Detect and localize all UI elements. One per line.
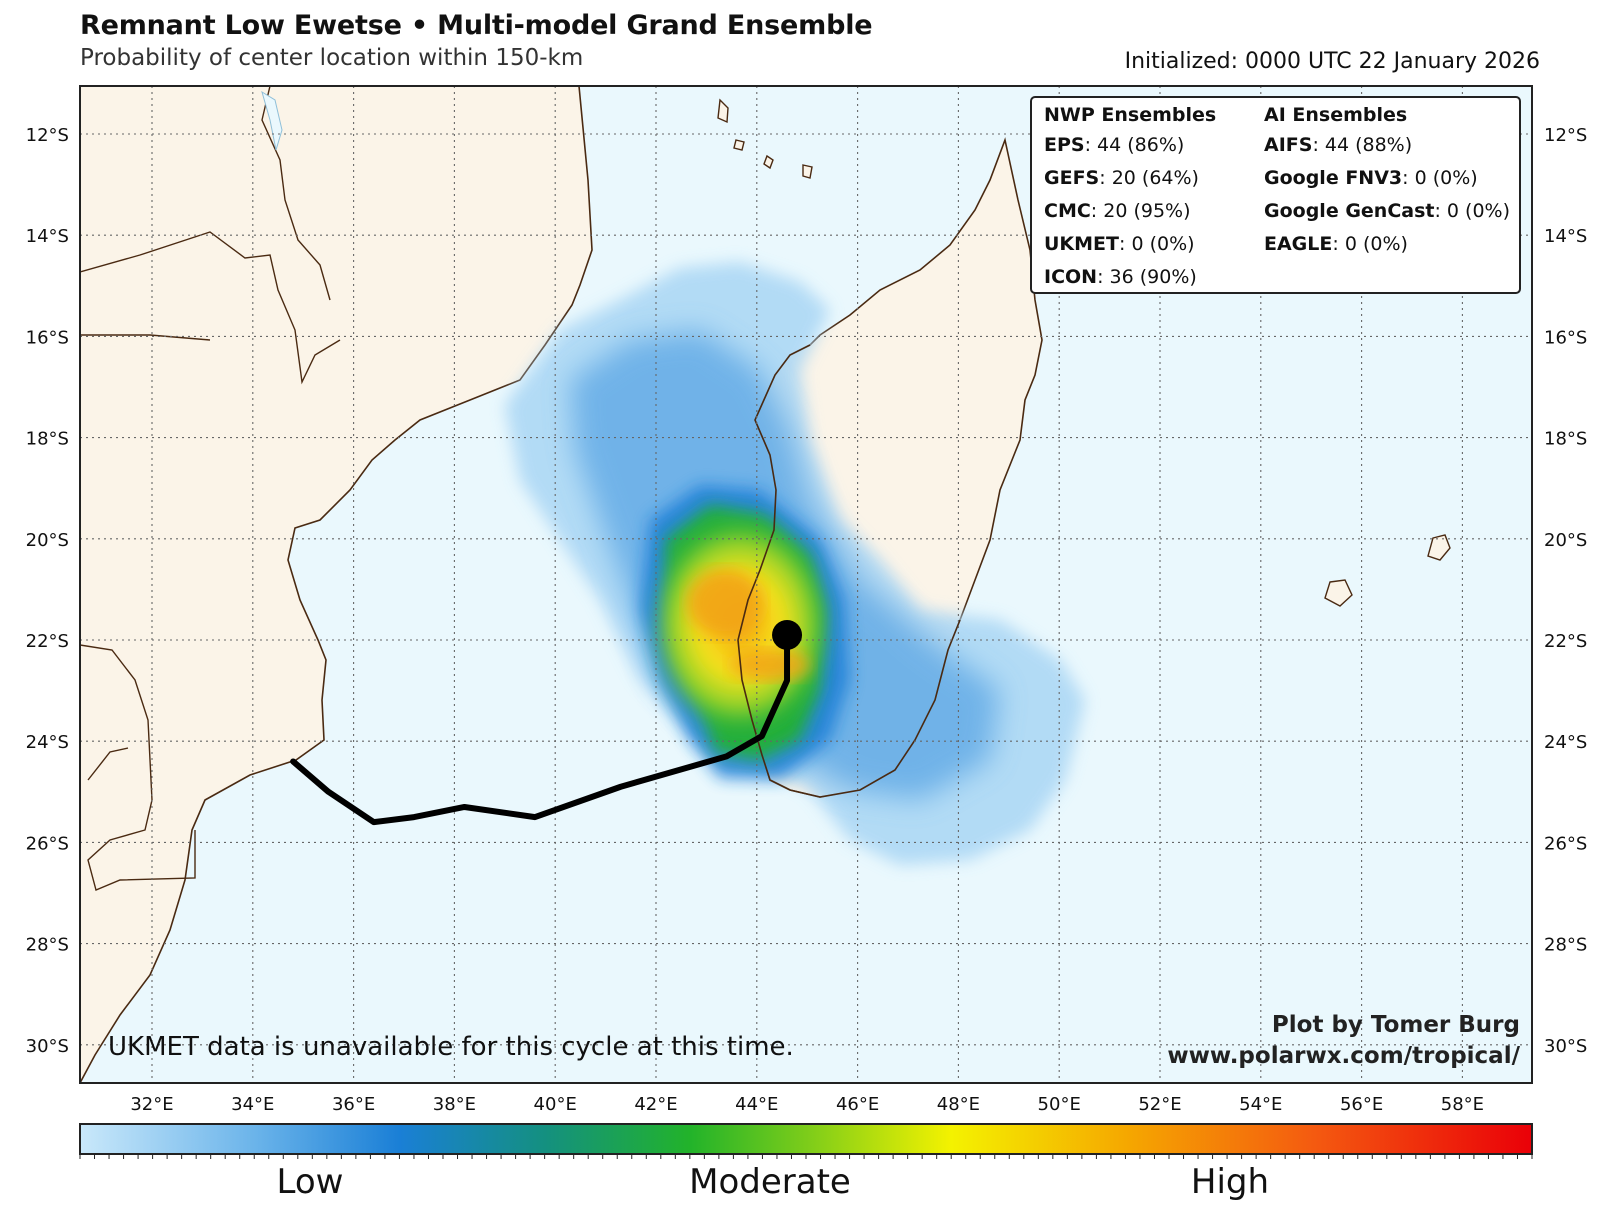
legend-value: : 20 (95%) (1090, 200, 1191, 222)
latitude-label: 22°S (1544, 631, 1587, 652)
ai-ensembles-title: AI Ensembles (1264, 104, 1408, 126)
longitude-label: 58°E (1441, 1094, 1484, 1115)
latitude-label: 12°S (1544, 125, 1587, 146)
longitude-label: 46°E (836, 1094, 879, 1115)
colorbar-label-low: Low (276, 1162, 344, 1202)
latitude-label: 16°S (26, 327, 69, 348)
latitude-label: 18°S (1544, 429, 1587, 450)
longitude-label: 36°E (332, 1094, 375, 1115)
forecast-track (290, 631, 791, 826)
legend-value: : 0 (0%) (1402, 167, 1478, 189)
nwp-ensembles-title: NWP Ensembles (1044, 104, 1217, 126)
credit-author: Plot by Tomer Burg (1271, 1012, 1520, 1038)
country-borders (80, 86, 341, 891)
legend-model: CMC (1044, 200, 1091, 222)
longitude-label: 38°E (433, 1094, 476, 1115)
latitude-label: 16°S (1544, 327, 1587, 348)
map-title: Remnant Low Ewetse • Multi-model Grand E… (80, 10, 873, 41)
legend-model: Google GenCast (1264, 200, 1435, 222)
latitude-label: 18°S (26, 429, 69, 450)
longitude-label: 32°E (130, 1094, 173, 1115)
latitude-label: 28°S (1544, 935, 1587, 956)
legend-row-aifs: AIFS: 44 (88%) (1264, 132, 1510, 165)
latitude-labels-left: 12°S 14°S 16°S 18°S 20°S 22°S 24°S 26°S 28°S 30°S (26, 125, 69, 1057)
legend-model: GEFS (1044, 167, 1100, 189)
legend-row-eagle: EAGLE: 0 (0%) (1264, 231, 1510, 264)
longitude-label: 56°E (1340, 1094, 1383, 1115)
latitude-labels-right: 12°S 14°S 16°S 18°S 20°S 22°S 24°S 26°S 28°S 30°S (1544, 125, 1587, 1057)
longitude-label: 50°E (1038, 1094, 1081, 1115)
map-frame (79, 85, 1533, 1084)
legend-value: : 44 (86%) (1084, 134, 1185, 156)
latitude-label: 20°S (26, 530, 69, 551)
longitude-label: 54°E (1239, 1094, 1282, 1115)
madagascar-coast (737, 344, 961, 798)
latitude-label: 24°S (1544, 732, 1587, 753)
initialized-time: Initialized: 0000 UTC 22 January 2026 (1124, 49, 1540, 74)
longitude-label: 44°E (735, 1094, 778, 1115)
legend-value: : 36 (90%) (1097, 266, 1197, 288)
colorbar-ticks (79, 1154, 1533, 1159)
legend-value: : 44 (88%) (1312, 134, 1413, 156)
latitude-label: 14°S (26, 226, 69, 247)
map-subtitle: Probability of center location within 15… (80, 45, 584, 71)
legend-model: EPS (1044, 134, 1085, 156)
graticule (80, 86, 1532, 1083)
lake (261, 90, 283, 151)
ai-ensembles-column: AI Ensembles AIFS: 44 (88%) Google FNV3:… (1264, 104, 1510, 264)
colorbar-label-high: High (1190, 1162, 1270, 1202)
colorbar (79, 1123, 1533, 1155)
current-position-marker (772, 619, 803, 650)
longitude-labels: 32°E 34°E 36°E 38°E 40°E 42°E 44°E 46°E 48°E 50°E… (130, 1094, 1484, 1115)
latitude-label: 22°S (26, 631, 69, 652)
legend-value: : 0 (0%) (1434, 200, 1511, 222)
latitude-label: 12°S (26, 125, 69, 146)
legend-value: : 0 (0%) (1119, 233, 1195, 255)
longitude-label: 42°E (634, 1094, 677, 1115)
africa-land (80, 86, 593, 1083)
credit: Plot by Tomer Burg www.polarwx.com/tropi… (1167, 1010, 1520, 1072)
legend-row-eps: EPS: 44 (86%) (1044, 132, 1216, 165)
longitude-label: 34°E (231, 1094, 274, 1115)
legend-row-cmc: CMC: 20 (95%) (1044, 198, 1216, 231)
legend-row-icon: ICON: 36 (90%) (1044, 264, 1216, 297)
latitude-label: 28°S (26, 935, 69, 956)
legend-row-ukmet: UKMET: 0 (0%) (1044, 231, 1216, 264)
islands (717, 98, 1451, 607)
legend-model: Google FNV3 (1264, 167, 1403, 189)
legend-value: : 0 (0%) (1332, 233, 1408, 255)
latitude-label: 26°S (26, 833, 69, 854)
data-availability-note: UKMET data is unavailable for this cycle… (108, 1032, 794, 1062)
legend-model: EAGLE (1264, 233, 1333, 255)
legend-row-gefs: GEFS: 20 (64%) (1044, 165, 1216, 198)
longitude-label: 52°E (1138, 1094, 1181, 1115)
latitude-label: 24°S (26, 732, 69, 753)
colorbar-label-moderate: Moderate (689, 1162, 851, 1202)
latitude-label: 20°S (1544, 530, 1587, 551)
legend-row-google-fnv3: Google FNV3: 0 (0%) (1264, 165, 1510, 198)
legend-value: : 20 (64%) (1099, 167, 1199, 189)
latitude-label: 14°S (1544, 226, 1587, 247)
ensemble-legend: NWP Ensembles EPS: 44 (86%) GEFS: 20 (64… (1030, 96, 1521, 294)
latitude-label: 30°S (1544, 1036, 1587, 1057)
longitude-label: 48°E (937, 1094, 980, 1115)
nwp-ensembles-column: NWP Ensembles EPS: 44 (86%) GEFS: 20 (64… (1044, 104, 1216, 297)
legend-model: AIFS (1264, 134, 1313, 156)
latitude-label: 30°S (26, 1036, 69, 1057)
credit-url[interactable]: www.polarwx.com/tropical/ (1167, 1043, 1520, 1069)
legend-row-google-gencast: Google GenCast: 0 (0%) (1264, 198, 1510, 231)
legend-model: ICON (1044, 266, 1098, 288)
legend-model: UKMET (1044, 233, 1119, 255)
latitude-label: 26°S (1544, 833, 1587, 854)
longitude-label: 40°E (534, 1094, 577, 1115)
